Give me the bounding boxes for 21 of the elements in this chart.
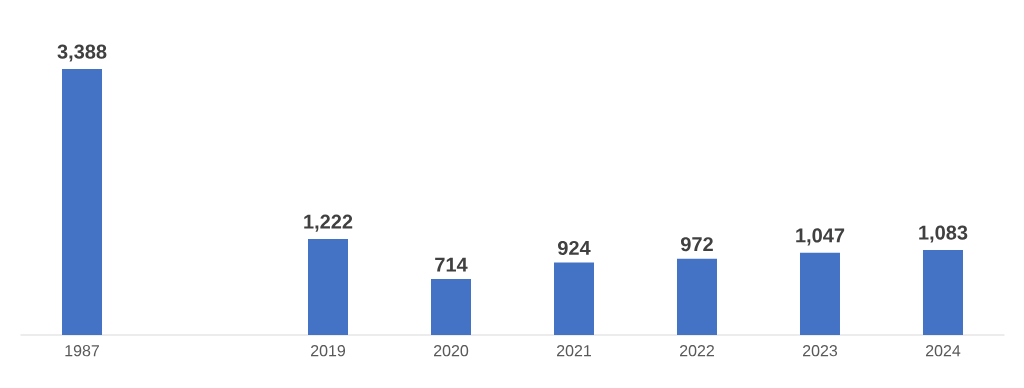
data-label: 1,047 (796, 228, 845, 246)
bar (799, 252, 840, 335)
x-tick-label: 2024 (925, 345, 961, 357)
x-tick-label: 2023 (802, 345, 838, 357)
bar (554, 262, 594, 335)
x-tick-label: 2019 (311, 345, 346, 357)
data-label: 3,388 (57, 44, 107, 62)
data-label: 714 (435, 257, 468, 272)
x-tick-label: 2020 (434, 345, 469, 357)
bar (922, 249, 963, 335)
data-label: 1,083 (919, 225, 968, 243)
x-tick-label: 2021 (557, 345, 591, 357)
bar (308, 239, 348, 335)
data-label: 1,222 (304, 214, 353, 232)
bar (676, 258, 717, 335)
bar (431, 278, 471, 335)
data-label: 924 (558, 240, 591, 256)
bar (62, 69, 103, 335)
x-tick-label: 1987 (65, 345, 99, 357)
data-label: 972 (681, 237, 713, 252)
x-tick-label: 2022 (679, 345, 714, 357)
